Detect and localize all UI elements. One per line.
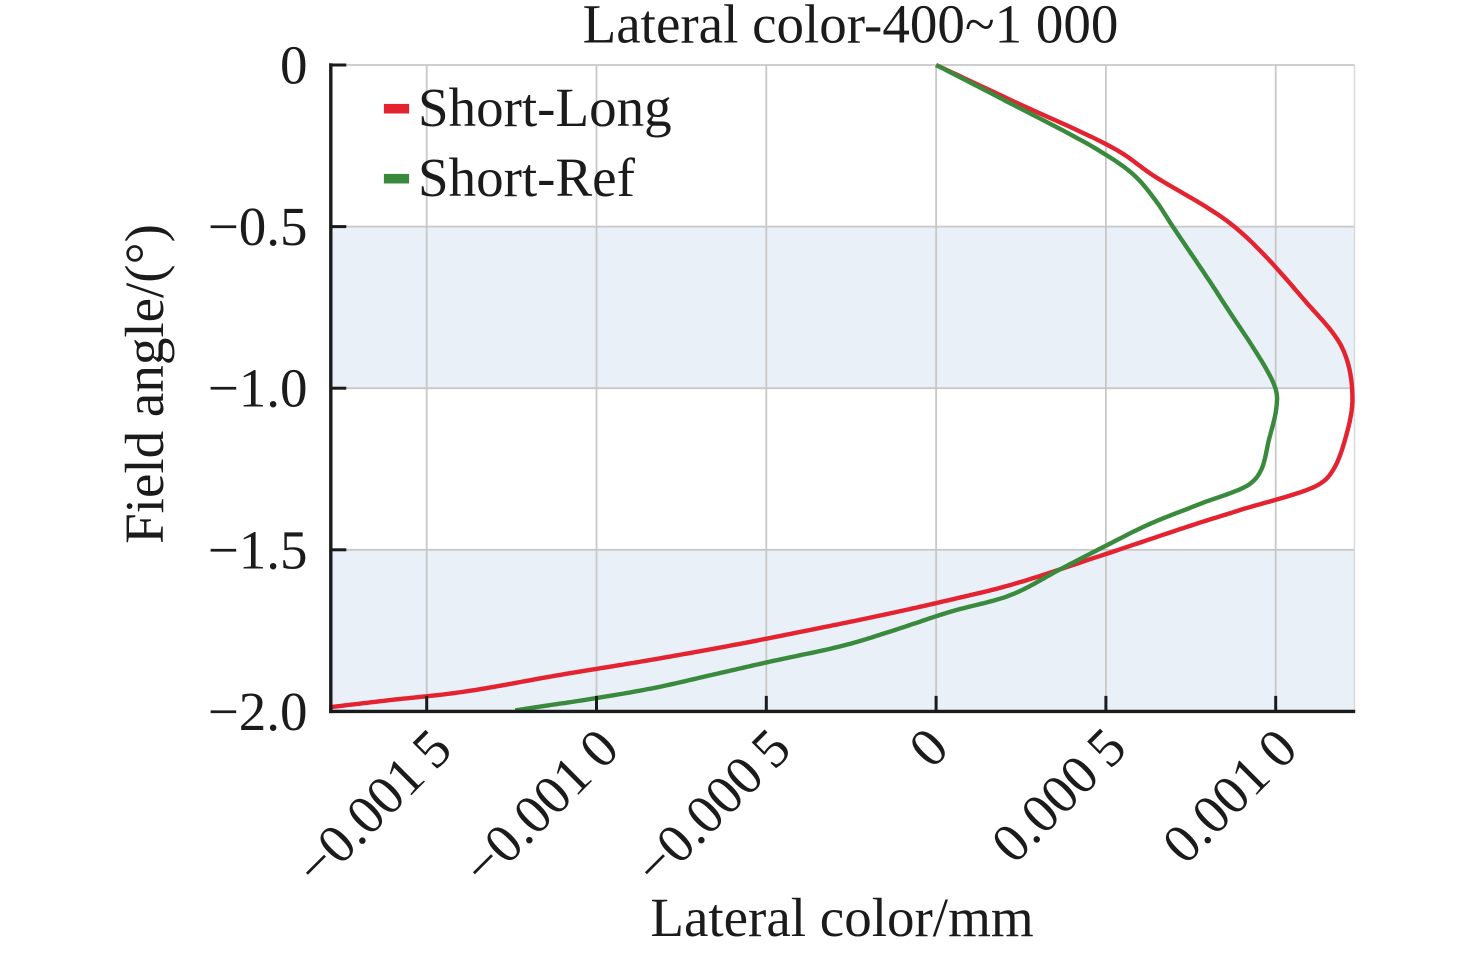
svg-text:Short-Ref: Short-Ref [418, 147, 636, 208]
svg-text:Lateral color/mm: Lateral color/mm [650, 887, 1033, 948]
svg-text:Short-Long: Short-Long [418, 77, 672, 138]
svg-text:−1.0: −1.0 [208, 358, 308, 419]
svg-text:−1.5: −1.5 [208, 519, 308, 580]
svg-text:Field angle/(°): Field angle/(°) [114, 224, 175, 544]
svg-text:Lateral color-400~1 000: Lateral color-400~1 000 [583, 0, 1119, 55]
svg-text:−0.5: −0.5 [208, 196, 308, 257]
svg-text:0: 0 [280, 35, 308, 96]
svg-text:−2.0: −2.0 [208, 681, 308, 742]
